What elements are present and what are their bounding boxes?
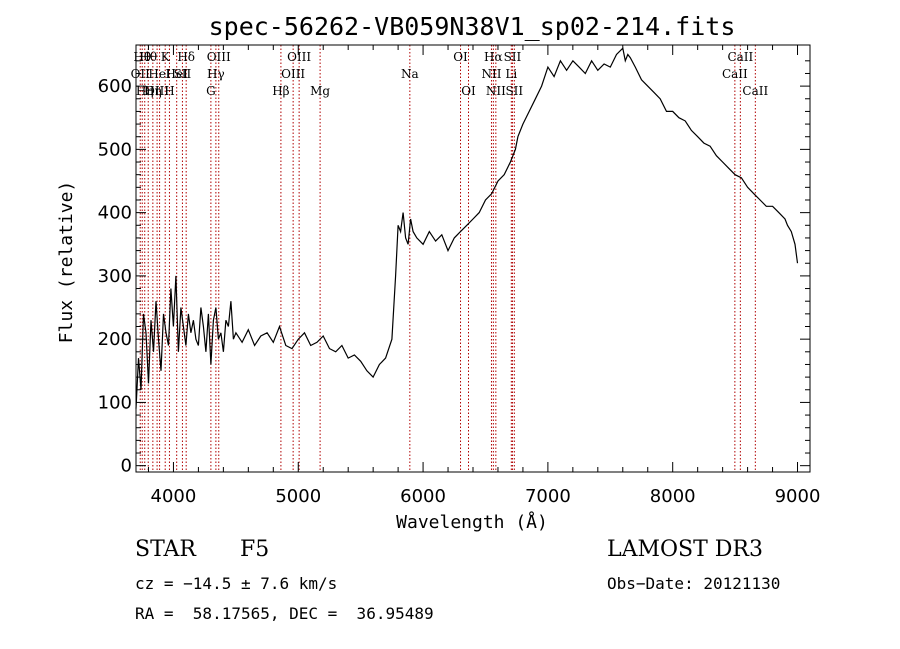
survey-name: LAMOST DR3 xyxy=(607,537,763,562)
reference-line-label: OIII xyxy=(207,50,231,64)
reference-line-label: Hη xyxy=(144,84,162,98)
axis-ticks: 4000 5000 6000 7000 8000 9000 0 100 200 300 400 500… xyxy=(98,45,821,507)
reference-line-label: OIII xyxy=(145,84,169,98)
reference-line-label: OI xyxy=(453,50,468,64)
reference-line-label: G xyxy=(206,84,216,98)
reference-line-label: OII xyxy=(131,67,151,81)
y-tick-label: 100 xyxy=(98,392,132,413)
plot-frame xyxy=(135,44,811,473)
reference-line-label: NII xyxy=(486,84,506,98)
reference-line-label: Hη xyxy=(136,84,154,98)
coordinates-text: RA = 58.17565, DEC = 36.95489 xyxy=(135,604,434,623)
y-tick-label: 500 xyxy=(98,139,132,160)
reference-line-label: CaII xyxy=(742,84,768,98)
reference-line-label: SII xyxy=(505,84,523,98)
y-tick-label: 400 xyxy=(98,203,132,224)
object-subclass: F5 xyxy=(240,537,270,562)
reference-line-label: Li xyxy=(505,67,517,81)
x-tick-label: 4000 xyxy=(151,486,197,507)
reference-line-label: OIII xyxy=(287,50,311,64)
y-tick-label: 300 xyxy=(98,266,132,287)
reference-line-label: Hβ xyxy=(272,84,289,98)
reference-line-label: SII xyxy=(504,50,522,64)
reference-line-label: Na xyxy=(401,67,419,81)
object-class: STAR xyxy=(135,537,196,562)
reference-line-label: Hα xyxy=(484,50,503,64)
reference-line-label: OI xyxy=(461,84,476,98)
reference-line-label: CaII xyxy=(727,50,753,64)
reference-line-label: SII xyxy=(174,67,192,81)
y-tick-label: 600 xyxy=(98,76,132,97)
reference-line-label: Mg xyxy=(310,84,330,98)
y-tick-label: 0 xyxy=(121,456,132,477)
obs-date-text: Obs−Date: 20121130 xyxy=(607,574,781,593)
reference-line-label: Hγ xyxy=(207,67,225,81)
x-tick-label: 9000 xyxy=(775,486,821,507)
y-axis-label: Flux (relative) xyxy=(56,181,77,344)
reference-line-label: H xyxy=(164,84,174,98)
reference-line-label: Hδ xyxy=(177,50,195,64)
spectrum-series-line xyxy=(135,46,799,409)
redshift-text: cz = −14.5 ± 7.6 km/s xyxy=(135,574,338,593)
reference-line-label: NII xyxy=(481,67,501,81)
reference-line-label: OIII xyxy=(281,67,305,81)
reference-line-label: Hθ xyxy=(139,50,157,64)
reference-line-label: HeI xyxy=(166,67,189,81)
x-axis-label: Wavelength (Å) xyxy=(396,511,548,533)
x-tick-label: 8000 xyxy=(650,486,696,507)
x-tick-label: 6000 xyxy=(400,486,446,507)
y-tick-label: 200 xyxy=(98,329,132,350)
reference-line-label: K xyxy=(161,50,171,64)
reference-line-label: HeI xyxy=(148,67,171,81)
x-tick-label: 7000 xyxy=(525,486,571,507)
reference-line-label: CaII xyxy=(722,67,748,81)
chart-title: spec-56262-VB059N38V1_sp02-214.fits xyxy=(209,12,736,41)
reference-lines xyxy=(139,45,756,472)
reference-labels: OIIHθHηHθHηOIIIHeIKHHeISIIHδGHγOIIIHβOII… xyxy=(131,50,769,98)
x-tick-label: 5000 xyxy=(275,486,321,507)
